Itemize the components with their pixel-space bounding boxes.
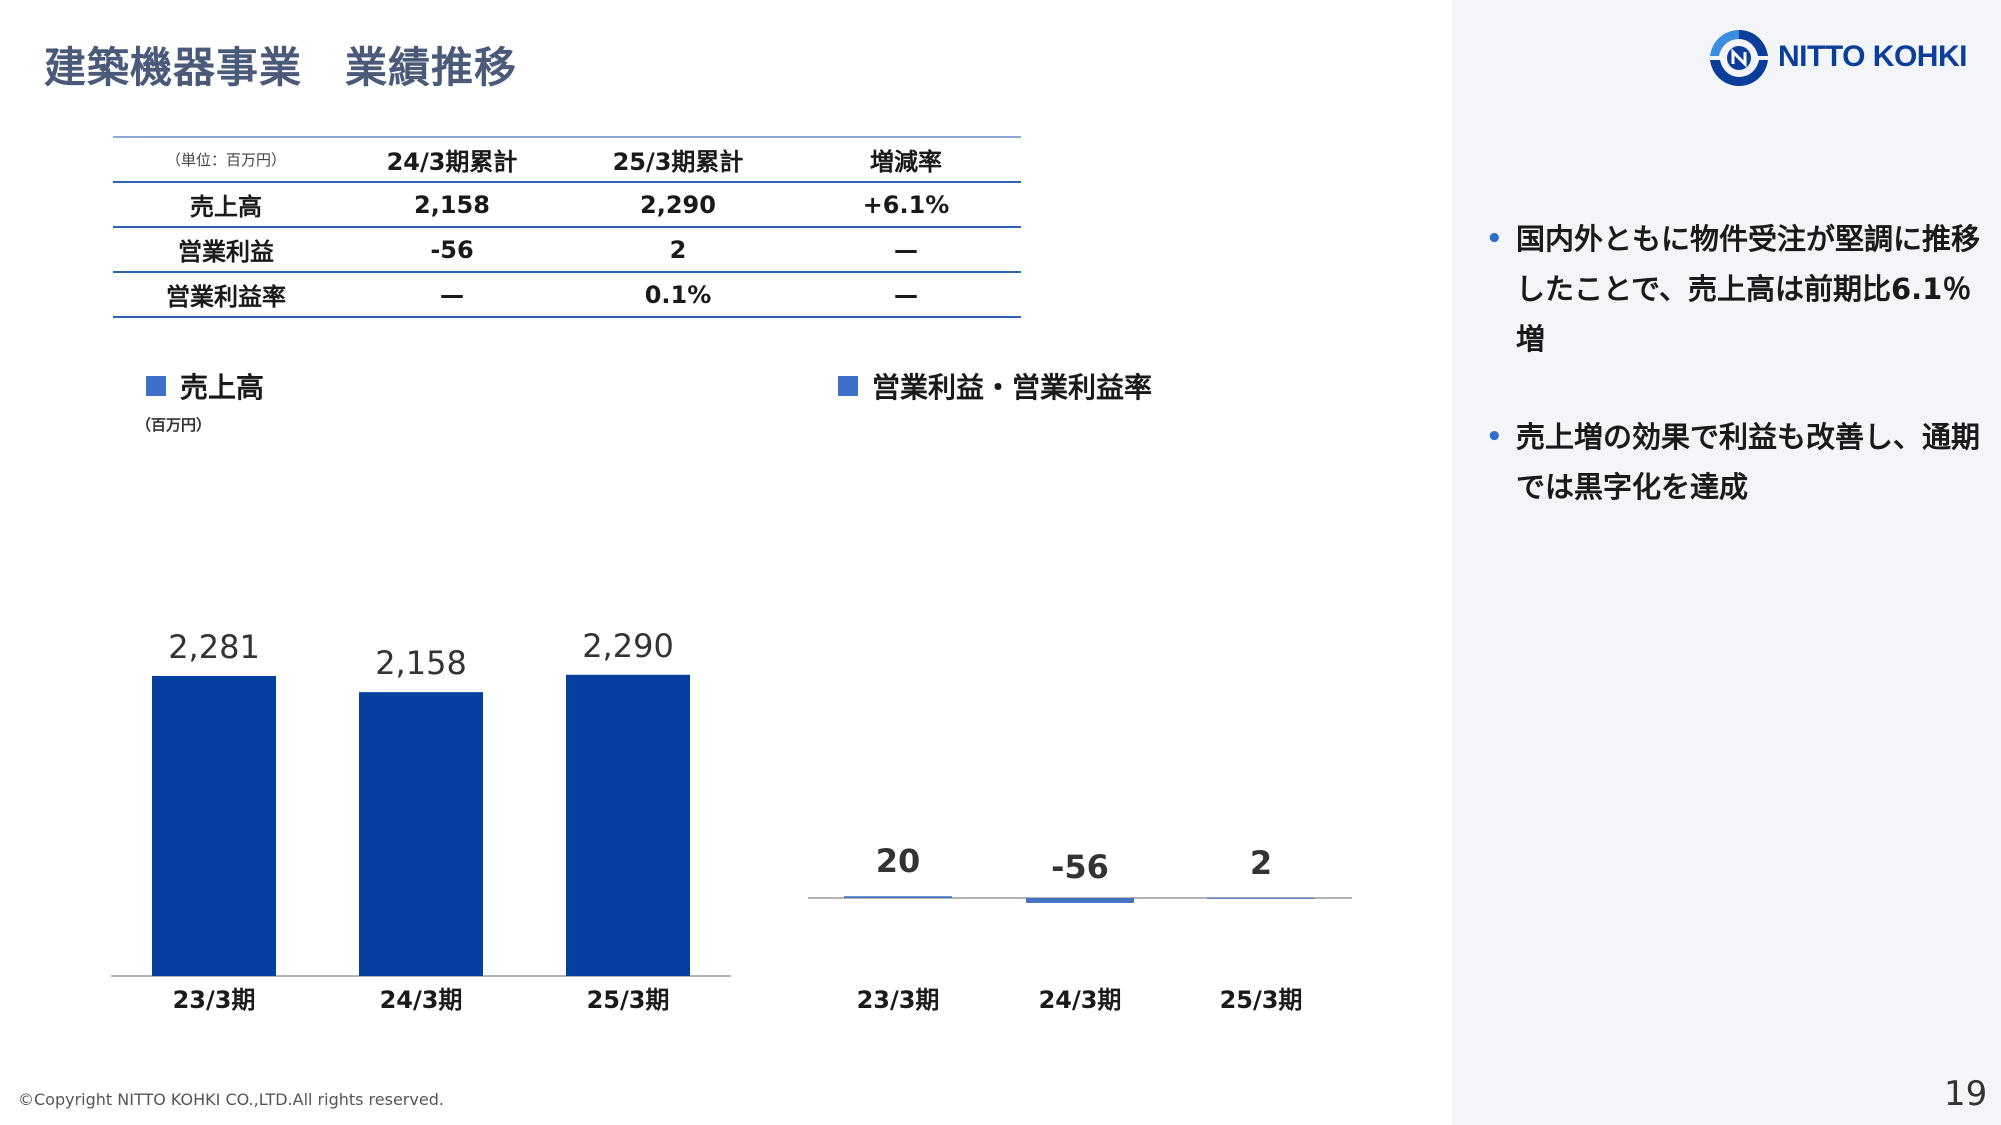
copyright: ©Copyright NITTO KOHKI CO.,LTD.All right… (18, 1090, 444, 1109)
bullet-text: 国内外ともに物件受注が堅調に推移したことで、売上高は前期比6.1％増 (1516, 222, 1981, 356)
table-cell: — (339, 272, 565, 318)
table-cell: -56 (339, 227, 565, 273)
table-cell: — (791, 227, 1021, 273)
sales-value-label: 2,158 (375, 644, 467, 682)
sales-category-label: 25/3期 (587, 986, 670, 1014)
sales-category-label: 24/3期 (380, 986, 463, 1014)
row-label: 営業利益率 (113, 272, 339, 318)
table-unit: （単位：百万円） (113, 136, 339, 183)
sales-value-label: 2,290 (582, 627, 674, 665)
logo-mark-icon (1710, 30, 1768, 86)
page-number: 19 (1944, 1074, 1988, 1114)
table-header: 25/3期累計 (565, 136, 791, 183)
profit-legend-label: 営業利益・営業利益率 (872, 371, 1153, 404)
sales-legend-label: 売上高 (180, 371, 265, 404)
table-header: 増減率 (791, 136, 1021, 183)
table-cell: 0.1% (565, 272, 791, 318)
profit-legend: 営業利益・営業利益率 (838, 366, 1152, 406)
profit-category-label: 23/3期 (857, 986, 940, 1014)
sales-bar (152, 675, 276, 976)
side-panel (1452, 0, 2001, 1125)
table-row: 営業利益率 — 0.1% — (113, 272, 1021, 318)
profit-category-label: 25/3期 (1220, 986, 1303, 1014)
bullet-item: • 売上増の効果で利益も改善し、通期では黒字化を達成 (1482, 412, 1982, 512)
row-label: 営業利益 (113, 227, 339, 273)
table-cell: +6.1% (791, 182, 1021, 228)
profit-value-label: -56 (1051, 848, 1109, 886)
table-cell: 2,158 (339, 182, 565, 228)
table-row: 営業利益 -56 2 — (113, 227, 1021, 273)
summary-table: （単位：百万円） 24/3期累計 25/3期累計 増減率 売上高 2,158 2… (113, 136, 1021, 318)
bullet-item: • 国内外ともに物件受注が堅調に推移したことで、売上高は前期比6.1％増 (1482, 214, 1982, 364)
table-cell: 2 (565, 227, 791, 273)
profit-value-label: 2 (1250, 844, 1272, 882)
profit-category-label: 24/3期 (1039, 986, 1122, 1014)
slide-title: 建築機器事業 業績推移 (44, 43, 518, 92)
table-cell: 2,290 (565, 182, 791, 228)
bullet-dot-icon: • (1486, 422, 1503, 452)
profit-bar (844, 896, 952, 898)
bullet-text: 売上増の効果で利益も改善し、通期では黒字化を達成 (1516, 420, 1981, 504)
table-cell: — (791, 272, 1021, 318)
sales-unit-label: （百万円） (136, 416, 212, 434)
charts-canvas: 2,281 23/3期 2,158 24/3期 2,290 25/3期 20 23/3期 -56… (111, 627, 1352, 1014)
sales-legend: 売上高 (146, 366, 264, 406)
legend-square-icon (838, 376, 858, 396)
logo-text: NITTO KOHKI (1778, 40, 1967, 73)
row-label: 売上高 (113, 182, 339, 228)
bullet-list: • 国内外ともに物件受注が堅調に推移したことで、売上高は前期比6.1％増 • 売… (1482, 214, 1982, 560)
table-row: 売上高 2,158 2,290 +6.1% (113, 182, 1021, 228)
table-header: 24/3期累計 (339, 136, 565, 183)
sales-category-label: 23/3期 (173, 986, 256, 1014)
profit-bar (1207, 897, 1315, 899)
profit-bar (1026, 898, 1134, 903)
profit-value-label: 20 (876, 842, 921, 880)
bullet-dot-icon: • (1486, 224, 1503, 254)
sales-value-label: 2,281 (168, 628, 260, 666)
sales-bar (566, 674, 690, 976)
sales-bar (359, 692, 483, 976)
table-header-row: （単位：百万円） 24/3期累計 25/3期累計 増減率 (113, 136, 1021, 183)
company-logo: NITTO KOHKI (1706, 26, 1967, 90)
legend-square-icon (146, 376, 166, 396)
